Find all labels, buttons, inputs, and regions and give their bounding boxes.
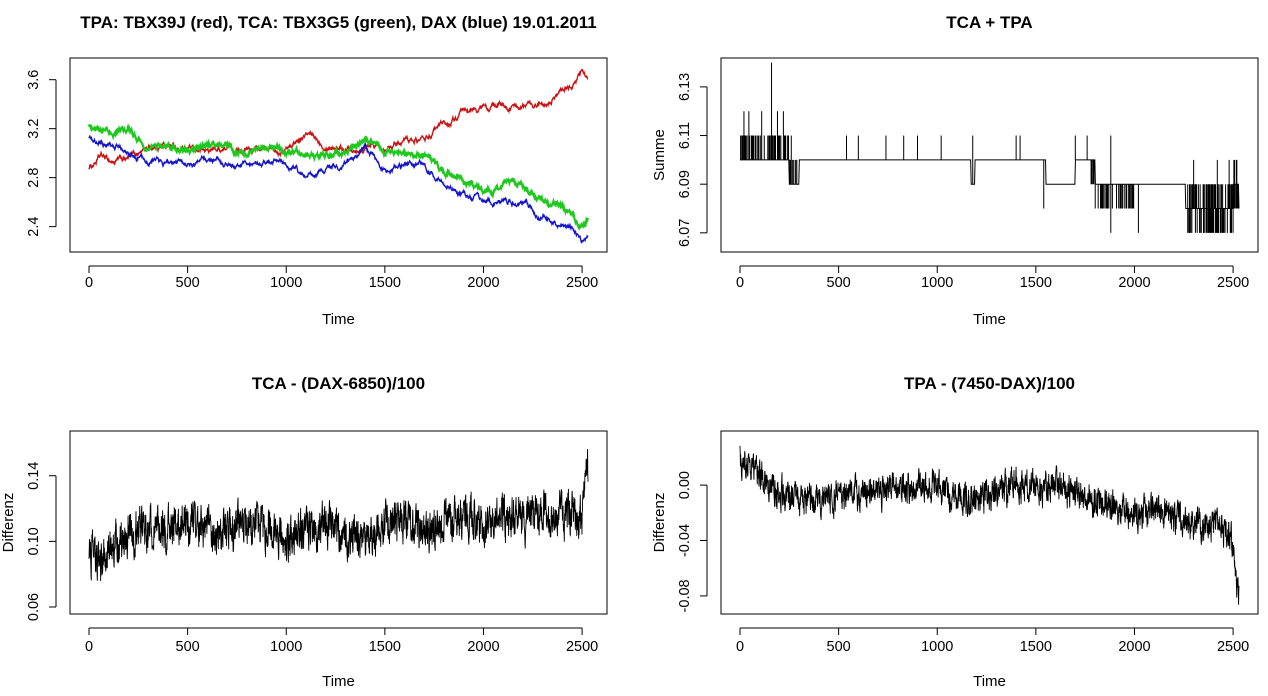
series-line-differenz <box>739 445 1240 605</box>
x-axis-label: Time <box>322 673 355 690</box>
y-axis-label: Summe <box>651 129 668 181</box>
x-tick-label: 2000 <box>467 275 499 291</box>
chart-title: TPA: TBX39J (red), TCA: TBX3G5 (green), … <box>80 13 596 32</box>
chart-panel-2: TCA + TPA 0 500 1000 1500 2000 2500 Time 6.07 6.0… <box>651 13 1259 328</box>
y-tick-label: 6.13 <box>677 73 693 101</box>
x-tick-label: 2500 <box>1217 639 1249 655</box>
x-tick-label: 1500 <box>1020 639 1052 655</box>
plot-frame <box>720 430 1259 615</box>
y-tick-label: 0.00 <box>677 471 693 499</box>
x-tick-label: 500 <box>176 275 200 291</box>
x-tick-label: 1000 <box>270 639 302 655</box>
series-line-dax <box>88 134 589 245</box>
x-tick-label: 500 <box>827 275 851 291</box>
x-tick-label: 2500 <box>566 639 598 655</box>
plot-frame <box>69 430 608 615</box>
y-tick-label: 6.11 <box>677 122 693 149</box>
flicker-band <box>740 135 798 185</box>
x-tick-label: 1500 <box>369 639 401 655</box>
chart-title: TCA + TPA <box>946 13 1032 32</box>
x-tick-label: 0 <box>736 639 744 655</box>
x-axis-label: Time <box>322 311 355 328</box>
y-axis-label: Differenz <box>0 493 17 553</box>
y-tick-label: 3.2 <box>26 119 42 139</box>
x-axis-label: Time <box>973 673 1006 690</box>
y-tick-label: 3.6 <box>26 70 42 90</box>
flicker-band <box>1187 184 1239 233</box>
x-tick-label: 2000 <box>1118 275 1150 291</box>
x-axis-label: Time <box>973 311 1006 328</box>
chart-panel-1: TPA: TBX39J (red), TCA: TBX3G5 (green), … <box>26 13 608 328</box>
x-tick-label: 500 <box>827 639 851 655</box>
x-tick-label: 500 <box>176 639 200 655</box>
x-tick-label: 1500 <box>1020 275 1052 291</box>
x-tick-label: 2500 <box>1217 275 1249 291</box>
flicker-band <box>1090 159 1135 209</box>
series-line-tca-tbx3g5 <box>87 122 590 231</box>
series-line-summe <box>740 159 1240 210</box>
flicker-band <box>1187 159 1238 209</box>
y-tick-label: -0.04 <box>677 524 693 557</box>
y-tick-label: -0.08 <box>677 579 693 612</box>
chart-title: TCA - (DAX-6850)/100 <box>252 374 425 393</box>
plot-frame <box>69 57 608 253</box>
x-tick-label: 1000 <box>921 639 953 655</box>
x-tick-label: 1000 <box>921 275 953 291</box>
x-tick-label: 0 <box>85 275 93 291</box>
y-tick-label: 0.14 <box>26 462 42 490</box>
x-tick-label: 1000 <box>270 275 302 291</box>
y-tick-label: 2.4 <box>26 217 42 237</box>
y-tick-label: 6.09 <box>677 170 693 198</box>
plot-frame <box>720 57 1259 253</box>
series-line-differenz <box>88 449 589 582</box>
y-tick-label: 0.10 <box>26 527 42 555</box>
y-tick-label: 6.07 <box>677 219 693 247</box>
x-tick-label: 2000 <box>467 639 499 655</box>
chart-title: TPA - (7450-DAX)/100 <box>904 374 1075 393</box>
y-tick-label: 0.06 <box>26 593 42 621</box>
chart-panel-3: TCA - (DAX-6850)/100 0 500 1000 1500 2000 2500… <box>0 374 608 690</box>
x-tick-label: 0 <box>85 639 93 655</box>
chart-panel-4: TPA - (7450-DAX)/100 0 500 1000 1500 2000 2500… <box>651 374 1259 690</box>
x-tick-label: 0 <box>736 275 744 291</box>
x-tick-label: 2000 <box>1118 639 1150 655</box>
y-axis-label: Differenz <box>651 493 668 553</box>
x-tick-label: 2500 <box>566 275 598 291</box>
y-tick-label: 2.8 <box>26 168 42 188</box>
x-tick-label: 1500 <box>369 275 401 291</box>
